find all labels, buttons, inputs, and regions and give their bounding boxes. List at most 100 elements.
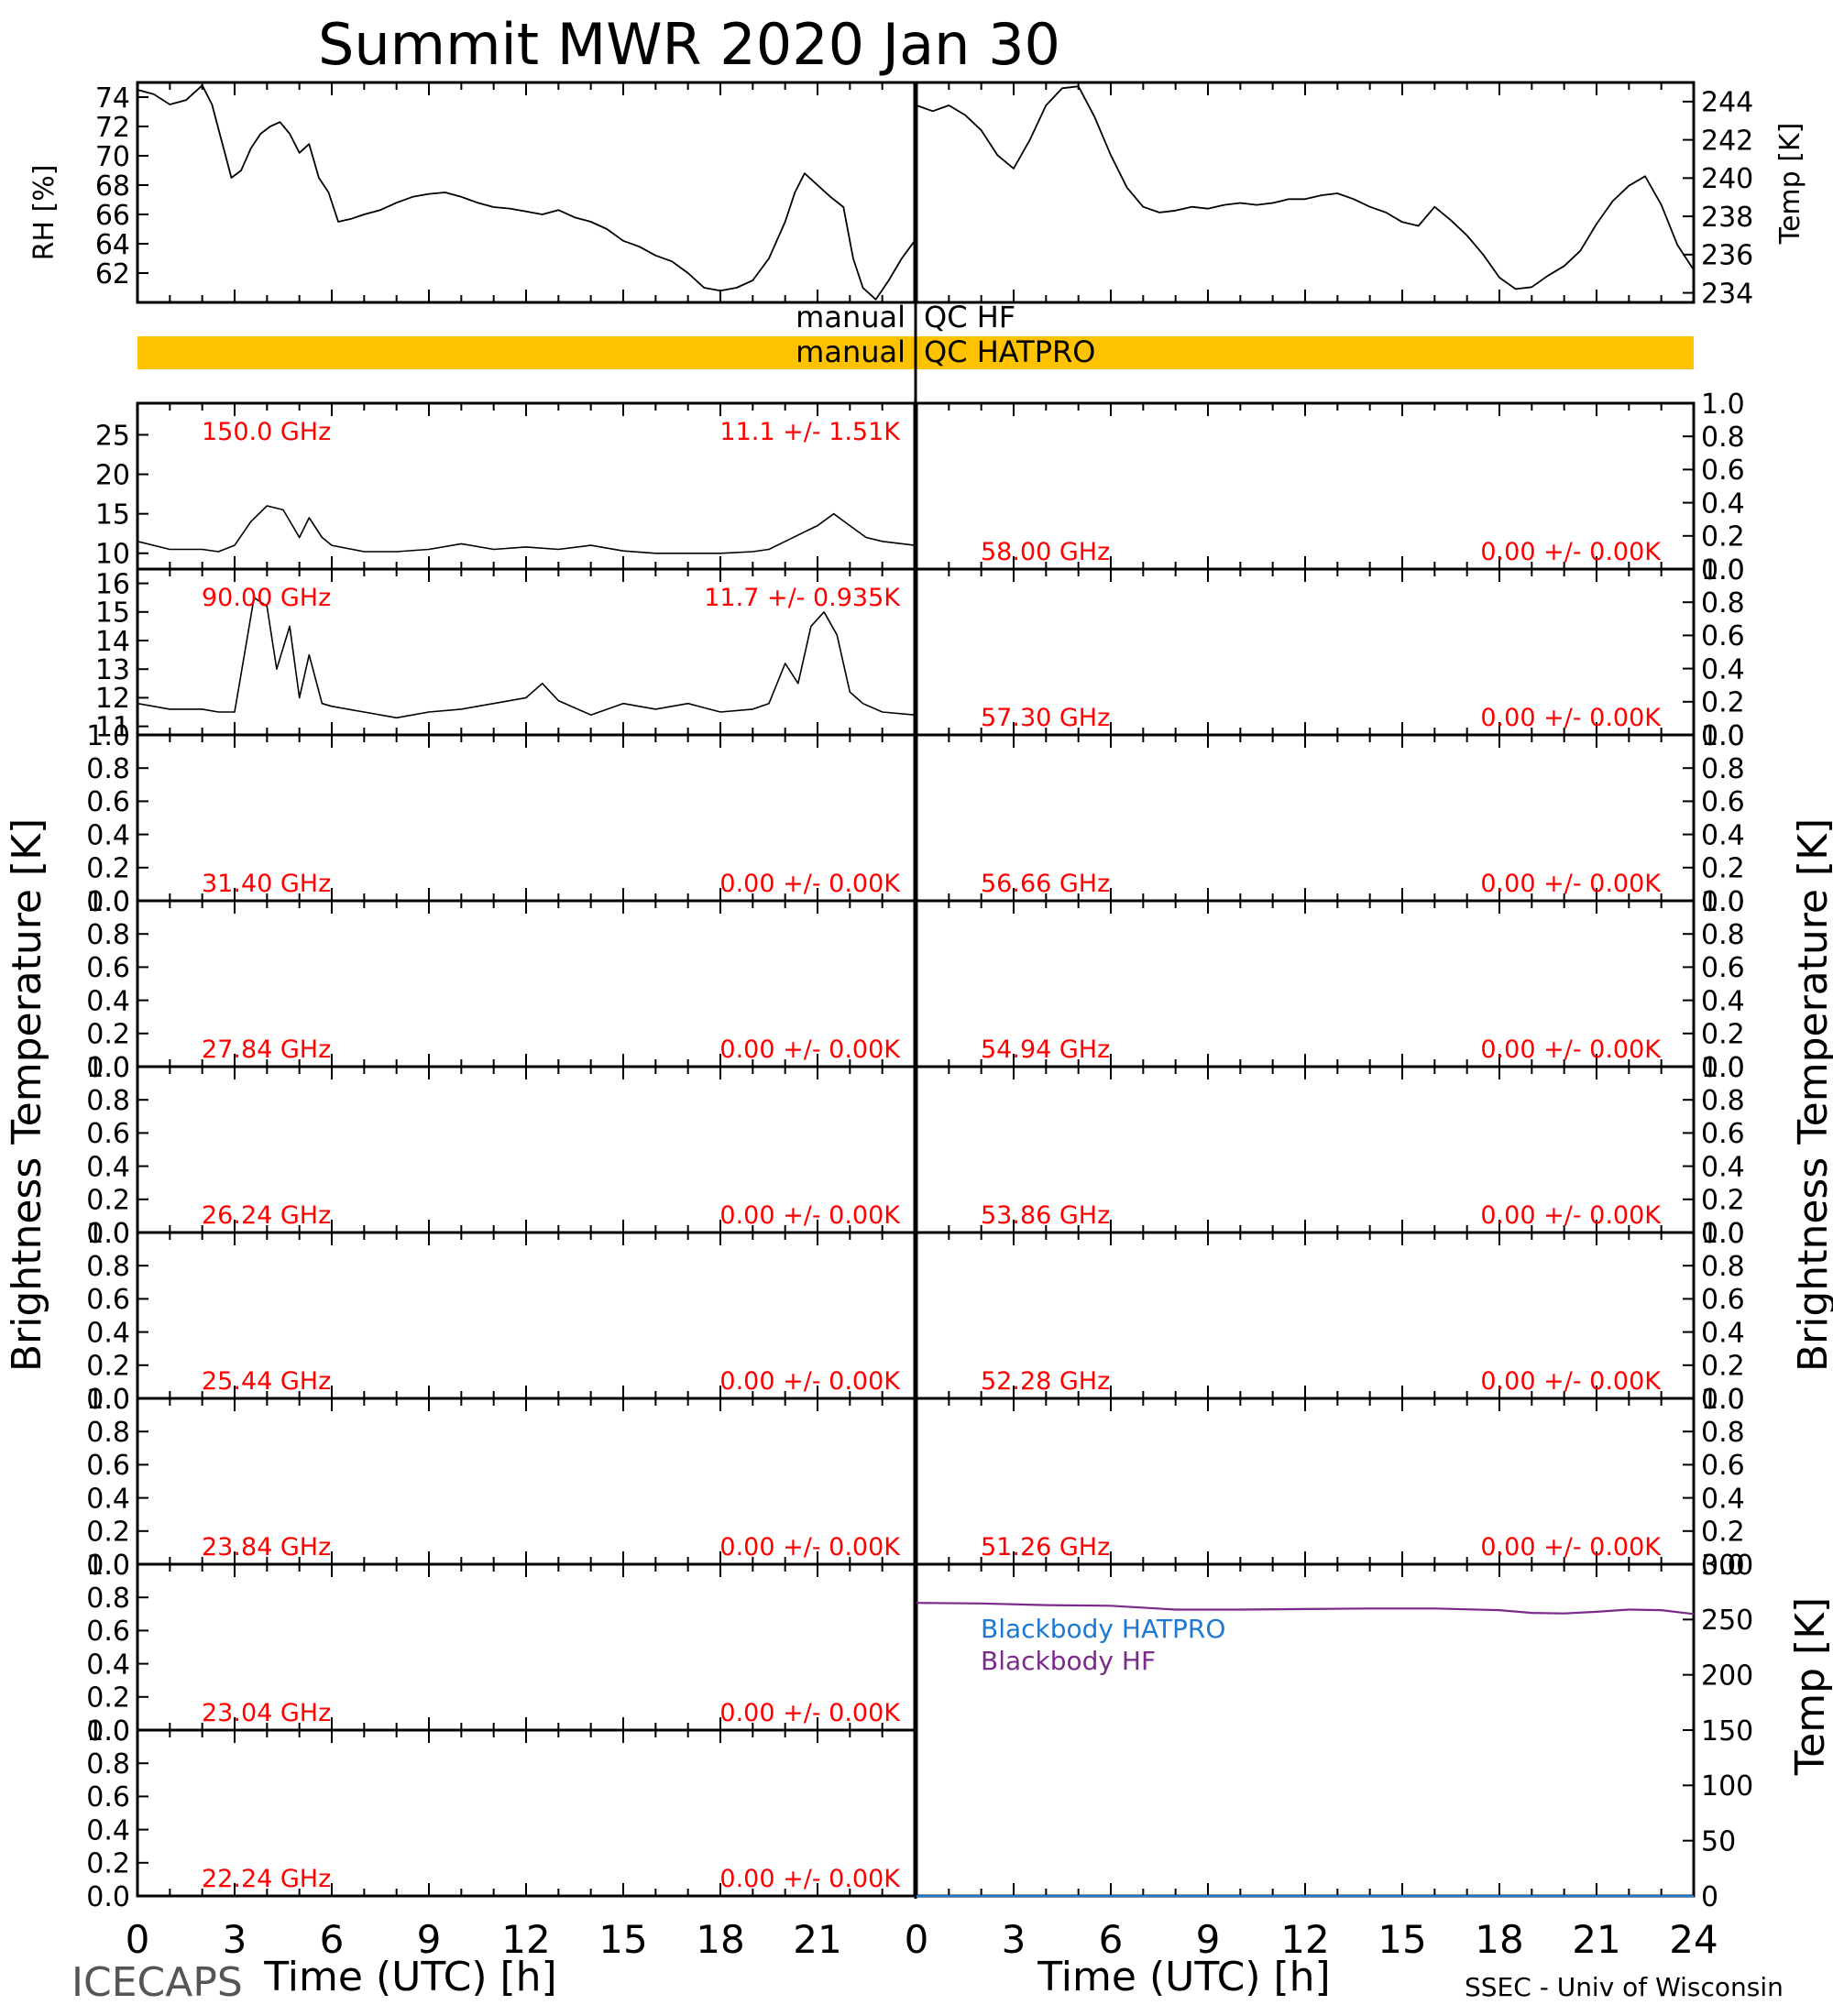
y-tick-label: 0.0: [1701, 886, 1745, 918]
tb-panel-left: 0.00.20.40.60.81.031.40 GHz 0.00 +/- 0.00…: [86, 720, 916, 918]
panel-grid: 6264666870727423423623824024224410152025…: [86, 81, 1753, 1962]
y-tick-label: 0.6: [1701, 1284, 1745, 1316]
stats-label: 0.00 +/- 0.00K: [719, 870, 901, 898]
y-tick-label: 0.2: [1701, 687, 1745, 719]
y-tick-label: 50: [1701, 1825, 1736, 1857]
legend-entry: Blackbody HATPRO: [981, 1614, 1225, 1644]
x-tick-label-left: 3: [223, 1917, 247, 1962]
y-tick-label: 0.0: [86, 1218, 130, 1250]
stats-label: 0.00 +/- 0.00K: [1480, 1533, 1662, 1561]
frequency-label: 54.94 GHz: [981, 1035, 1110, 1064]
y-tick-label: 11: [95, 711, 130, 743]
y-tick-label: 0.2: [86, 1351, 130, 1383]
y-tick-label: 20: [95, 459, 130, 491]
x-tick-label-left: 9: [417, 1917, 442, 1962]
y-tick-label: 0.0: [1701, 554, 1745, 586]
y-tick-label: 1.0: [86, 1052, 130, 1084]
y-tick-label: 0.6: [86, 1616, 130, 1648]
y-tick-label: 1.0: [1701, 720, 1745, 752]
stats-label: 11.1 +/- 1.51K: [719, 418, 901, 446]
frequency-label: 90.00 GHz: [202, 584, 331, 612]
y-tick-label: 0.8: [86, 1251, 130, 1283]
frequency-label: 23.84 GHz: [202, 1533, 331, 1561]
y-tick-label: 0.0: [86, 886, 130, 918]
blackbody-temp-axis-label: Temp [K]: [1787, 1597, 1833, 1776]
tb-panel-left: 0.00.20.40.60.81.022.24 GHz 0.00 +/- 0.00…: [86, 1715, 916, 1913]
y-tick-label: 0.8: [1701, 1417, 1745, 1449]
temp-series-line: [916, 85, 1695, 290]
x-axis-label-left: Time (UTC) [h]: [263, 1954, 556, 2000]
y-tick-label: 0.2: [86, 1848, 130, 1880]
y-tick-label: 0.6: [1701, 620, 1745, 652]
stats-label: 0.00 +/- 0.00K: [1480, 1035, 1662, 1064]
y-tick-label: 0.6: [1701, 1450, 1745, 1482]
x-tick-label-left: 12: [501, 1917, 550, 1962]
x-tick-label-right: 15: [1377, 1917, 1426, 1962]
frequency-label: 25.44 GHz: [202, 1367, 331, 1396]
y-tick-label: 0.2: [86, 1517, 130, 1549]
y-tick-label: 68: [95, 170, 130, 203]
stats-label: 0.00 +/- 0.00K: [719, 1699, 901, 1727]
tb-panel-right: 0.00.20.40.60.81.056.66 GHz 0.00 +/- 0.00…: [915, 720, 1745, 918]
frequency-label: 56.66 GHz: [981, 870, 1110, 898]
stats-label: 0.00 +/- 0.00K: [719, 1865, 901, 1893]
y-tick-label: 0.4: [86, 1814, 130, 1846]
figure-title: Summit MWR 2020 Jan 30: [318, 11, 1060, 78]
x-tick-label-right: 18: [1475, 1917, 1523, 1962]
y-tick-label: 1.0: [86, 1550, 130, 1582]
frequency-label: 31.40 GHz: [202, 870, 331, 898]
x-tick-label-left: 6: [320, 1917, 345, 1962]
y-tick-label: 14: [95, 626, 130, 658]
frequency-label: 53.86 GHz: [981, 1201, 1110, 1230]
y-tick-label: 0.2: [86, 1682, 130, 1715]
y-tick-label: 200: [1701, 1660, 1753, 1692]
blackbody-panel: 0 50 100 150 200 250 300 Blackbody HATPROBlackb…: [915, 1550, 1753, 1913]
tb-panel-left: 0.00.20.40.60.81.025.44 GHz 0.00 +/- 0.00…: [86, 1218, 916, 1416]
y-tick-label: 0.2: [86, 1019, 130, 1051]
x-tick-label-right: 3: [1002, 1917, 1026, 1962]
y-tick-label: 1.0: [86, 1715, 130, 1748]
tb-panel-left: 0.00.20.40.60.81.027.84 GHz 0.00 +/- 0.00…: [86, 886, 916, 1084]
stats-label: 0.00 +/- 0.00K: [719, 1035, 901, 1064]
x-tick-label-left: 21: [793, 1917, 841, 1962]
y-tick-label: 0.8: [1701, 422, 1745, 454]
y-tick-label: 0.0: [1701, 720, 1745, 752]
y-tick-label: 1.0: [1701, 1384, 1745, 1416]
y-tick-label: 66: [95, 200, 130, 232]
icecaps-label: ICECAPS: [71, 1959, 243, 2006]
rh-axis-label: RH [%]: [28, 165, 60, 261]
tb-panel-right: 0.00.20.40.60.81.052.28 GHz 0.00 +/- 0.00…: [915, 1218, 1745, 1416]
tb-panel-right: 0.00.20.40.60.81.051.26 GHz 0.00 +/- 0.00…: [915, 1384, 1745, 1582]
y-tick-label: 16: [95, 568, 130, 600]
y-tick-label: 0.2: [86, 853, 130, 885]
stats-label: 0.00 +/- 0.00K: [1480, 704, 1662, 732]
y-tick-label: 1.0: [86, 720, 130, 752]
y-tick-label: 0.8: [1701, 919, 1745, 951]
y-tick-label: 240: [1701, 163, 1753, 195]
y-tick-label: 10: [95, 539, 130, 571]
y-tick-label: 1.0: [86, 1384, 130, 1416]
tb-axis-label-left: Brightness Temperature [K]: [4, 818, 50, 1372]
y-tick-label: 0.4: [86, 985, 130, 1017]
y-tick-label: 0.6: [86, 952, 130, 984]
tb-panel-right: 0.00.20.40.60.81.058.00 GHz 0.00 +/- 0.00…: [915, 389, 1745, 586]
y-tick-label: 0.6: [1701, 952, 1745, 984]
y-tick-label: 0.0: [86, 1550, 130, 1582]
tb-panel-left: 0.00.20.40.60.81.026.24 GHz 0.00 +/- 0.00…: [86, 1052, 916, 1250]
y-tick-label: 0.4: [86, 819, 130, 851]
stats-label: 0.00 +/- 0.00K: [1480, 1367, 1662, 1396]
y-tick-label: 0.2: [1701, 853, 1745, 885]
tb-panel-right: 0.00.20.40.60.81.054.94 GHz 0.00 +/- 0.00…: [915, 886, 1745, 1084]
x-tick-label-left: 0: [126, 1917, 150, 1962]
qc-hf-label-left: manual: [796, 300, 906, 334]
tb-series-line: [137, 505, 916, 554]
y-tick-label: 15: [95, 597, 130, 630]
y-tick-label: 0.0: [1701, 1550, 1745, 1582]
qc-hatpro-label-right: QC HATPRO: [924, 334, 1095, 369]
y-tick-label: 12: [95, 683, 130, 715]
x-tick-label-right: 12: [1280, 1917, 1329, 1962]
y-tick-label: 0.4: [1701, 819, 1745, 851]
y-tick-label: 234: [1701, 278, 1753, 310]
